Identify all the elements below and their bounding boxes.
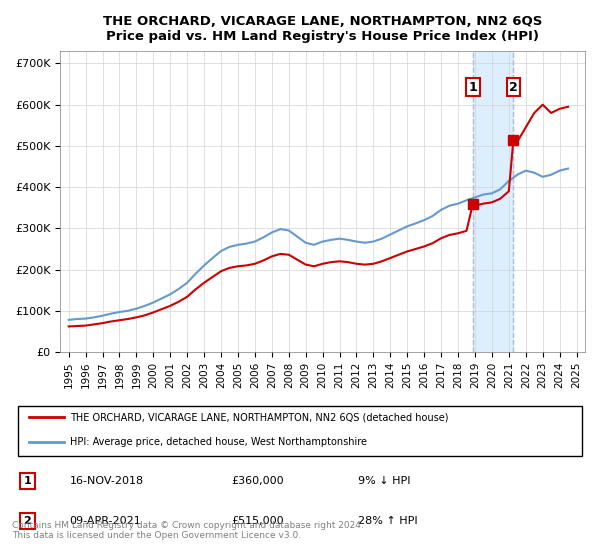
Text: 2: 2: [23, 516, 31, 526]
Bar: [473, 51, 514, 352]
Text: 16-NOV-2018: 16-NOV-2018: [70, 476, 144, 486]
Text: £360,000: £360,000: [231, 476, 284, 486]
Text: HPI: Average price, detached house, West Northamptonshire: HPI: Average price, detached house, West…: [70, 437, 367, 447]
Text: 9% ↓ HPI: 9% ↓ HPI: [358, 476, 410, 486]
Text: 2: 2: [509, 81, 518, 94]
Text: 1: 1: [469, 81, 478, 94]
Text: Contains HM Land Registry data © Crown copyright and database right 2024.
This d: Contains HM Land Registry data © Crown c…: [12, 521, 364, 540]
Text: 28% ↑ HPI: 28% ↑ HPI: [358, 516, 417, 526]
Text: 09-APR-2021: 09-APR-2021: [70, 516, 142, 526]
Text: 1: 1: [23, 476, 31, 486]
Title: THE ORCHARD, VICARAGE LANE, NORTHAMPTON, NN2 6QS
Price paid vs. HM Land Registry: THE ORCHARD, VICARAGE LANE, NORTHAMPTON,…: [103, 15, 542, 43]
FancyBboxPatch shape: [18, 406, 582, 456]
Text: THE ORCHARD, VICARAGE LANE, NORTHAMPTON, NN2 6QS (detached house): THE ORCHARD, VICARAGE LANE, NORTHAMPTON,…: [70, 412, 448, 422]
Text: £515,000: £515,000: [231, 516, 284, 526]
